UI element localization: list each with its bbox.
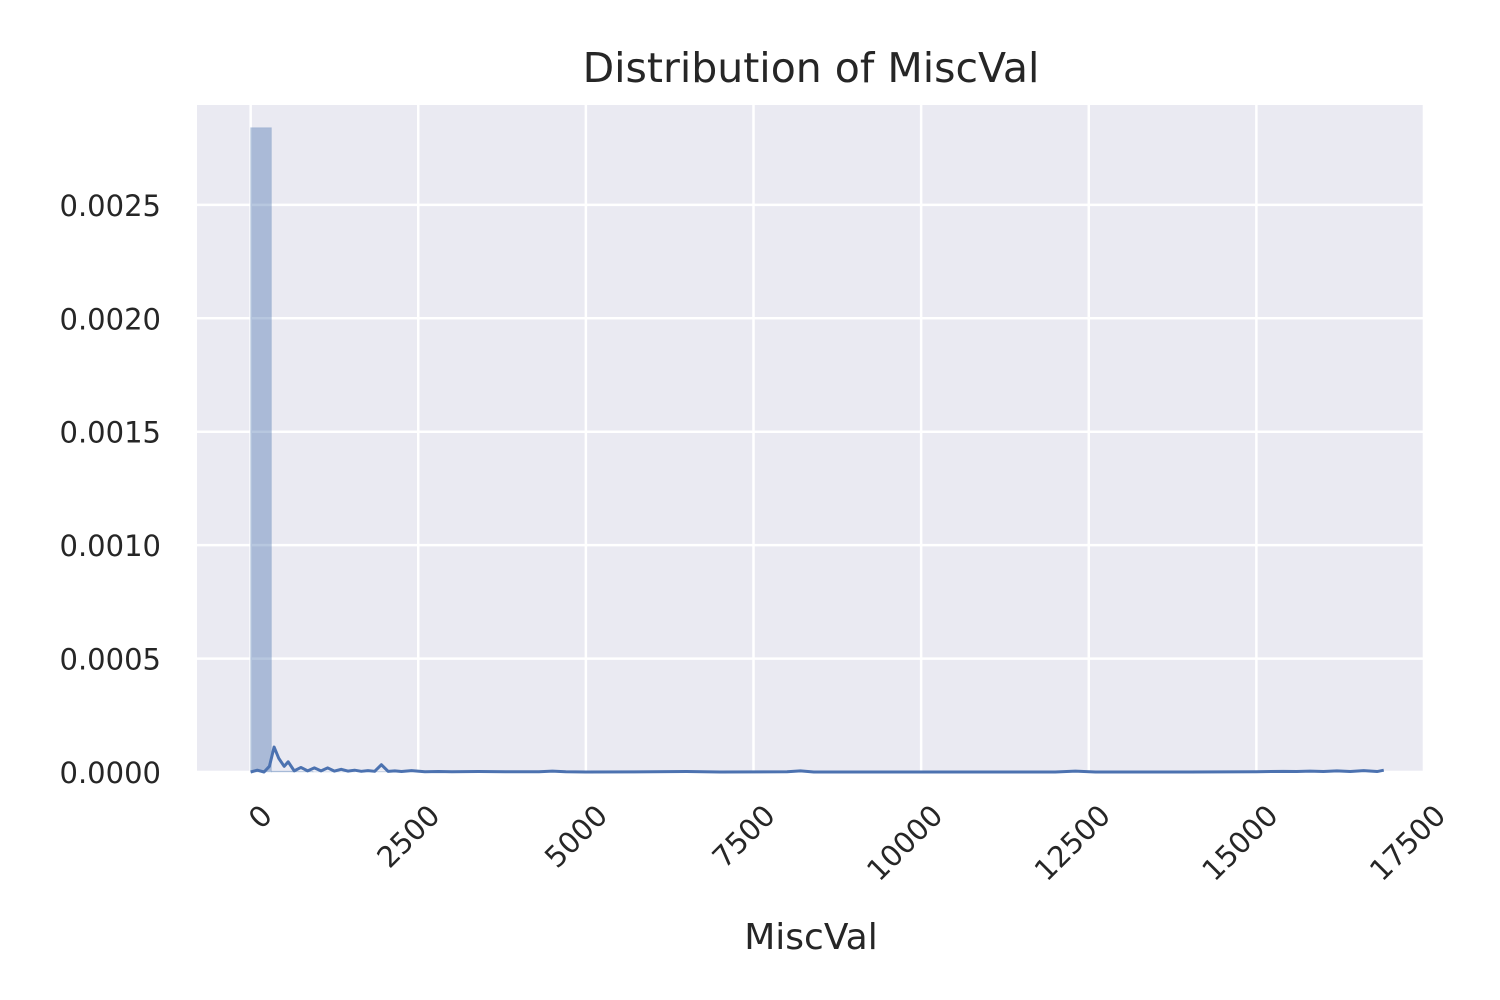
x-tick-label: 5000: [538, 798, 614, 874]
y-tick-label: 0.0000: [60, 756, 161, 790]
y-tick-label: 0.0005: [60, 643, 161, 677]
x-tick-label: 0: [242, 798, 279, 835]
x-tick-label: 17500: [1363, 798, 1452, 887]
y-tick-label: 0.0020: [60, 302, 161, 336]
chart-title: Distribution of MiscVal: [583, 44, 1040, 92]
x-tick-label: 2500: [370, 798, 446, 874]
histogram-bar: [270, 770, 293, 773]
x-tick-label: 10000: [860, 798, 949, 887]
y-tick-label: 0.0025: [60, 189, 161, 223]
histogram-bar: [291, 770, 314, 773]
x-tick-labels: 0 2500 5000 7500 10000 12500 15000 17500: [242, 798, 1452, 887]
y-tick-label: 0.0015: [60, 416, 161, 450]
x-tick-label: 7500: [705, 798, 781, 874]
density-curve: [250, 745, 1385, 774]
y-tick-label: 0.0010: [60, 529, 161, 563]
histogram-bars: [250, 127, 1312, 773]
x-tick-label: 15000: [1195, 798, 1284, 887]
histogram-bar: [250, 127, 272, 773]
y-tick-labels: 0.0000 0.0005 0.0010 0.0015 0.0020 0.0025: [60, 189, 161, 790]
x-axis-label: MiscVal: [744, 917, 878, 958]
plot-background: [197, 105, 1424, 772]
x-tick-label: 12500: [1028, 798, 1117, 887]
